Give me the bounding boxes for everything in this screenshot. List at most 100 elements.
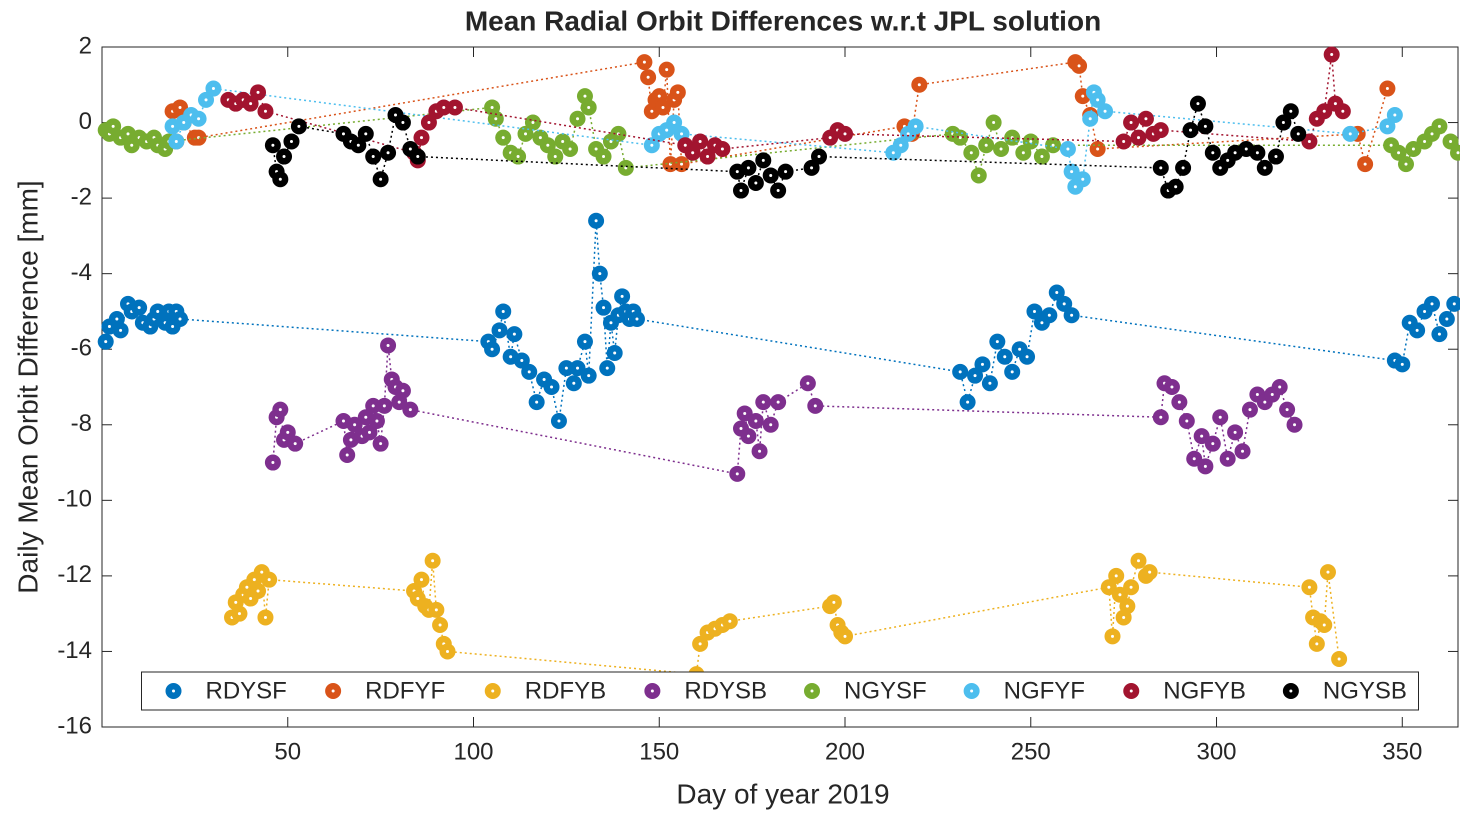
point-center: [1174, 185, 1178, 189]
point-center: [419, 136, 423, 140]
point-center: [817, 155, 821, 159]
point-center: [1456, 151, 1460, 155]
point-center: [1408, 321, 1412, 325]
point: [666, 114, 683, 131]
point-center: [516, 155, 520, 159]
point-center: [754, 419, 758, 423]
point-center: [1055, 291, 1059, 295]
point-center: [843, 634, 847, 638]
point-center: [249, 102, 253, 106]
point-center: [598, 272, 602, 276]
point: [1357, 156, 1374, 173]
point-center: [211, 87, 215, 91]
point-center: [490, 105, 494, 109]
point: [1130, 129, 1147, 146]
point-center: [1047, 313, 1051, 317]
point: [558, 360, 575, 377]
point-center: [980, 362, 984, 366]
point-center: [1211, 442, 1215, 446]
point-center: [832, 600, 836, 604]
point: [435, 99, 452, 116]
point: [339, 447, 356, 463]
point-center: [1393, 113, 1397, 117]
point-center: [1255, 151, 1259, 155]
point: [1152, 159, 1169, 176]
point-center: [665, 128, 669, 132]
point: [1137, 110, 1154, 127]
point: [1063, 307, 1080, 324]
point-center: [992, 121, 996, 125]
point: [1204, 144, 1221, 161]
point: [484, 341, 501, 358]
point-center: [1452, 302, 1456, 306]
point: [261, 571, 278, 588]
point: [811, 148, 828, 165]
point-center: [364, 415, 368, 419]
point: [376, 397, 393, 414]
point: [591, 265, 608, 282]
point: [1123, 114, 1140, 131]
point: [747, 413, 764, 429]
legend-label: NGFYB: [1163, 677, 1246, 704]
point: [1108, 567, 1125, 584]
point-center: [650, 109, 654, 113]
point: [413, 129, 430, 146]
point: [1071, 57, 1088, 74]
point: [1227, 424, 1244, 441]
y-tick-label: -10: [57, 486, 92, 513]
point-center: [501, 309, 505, 313]
point-center: [524, 132, 528, 136]
point-center: [1185, 419, 1189, 423]
point: [290, 118, 307, 135]
point-center: [620, 294, 624, 298]
point-center: [1040, 321, 1044, 325]
series-line: [272, 345, 1296, 475]
point: [1089, 141, 1106, 157]
point-center: [408, 147, 412, 151]
point-center: [605, 366, 609, 370]
legend-marker-center: [491, 689, 495, 693]
point: [198, 91, 215, 108]
point-center: [1148, 570, 1152, 574]
point: [576, 333, 593, 350]
point-center: [1070, 313, 1074, 317]
point-center: [356, 143, 360, 147]
point-center: [501, 136, 505, 140]
point: [361, 424, 378, 441]
point: [446, 99, 463, 116]
point-center: [769, 173, 773, 177]
point: [1026, 303, 1043, 320]
point-center: [1437, 332, 1441, 336]
point: [996, 348, 1013, 365]
point-center: [1296, 132, 1300, 136]
point: [112, 322, 129, 339]
point-center: [754, 181, 758, 185]
series-line: [105, 93, 1459, 179]
point-center: [1096, 98, 1100, 102]
point-center: [969, 151, 973, 155]
point-center: [498, 328, 502, 332]
point-center: [1330, 53, 1334, 57]
legend-label: RDFYB: [525, 677, 606, 704]
point-center: [171, 124, 175, 128]
point-center: [1404, 162, 1408, 166]
point: [1438, 311, 1455, 327]
point: [1152, 122, 1169, 139]
point: [770, 394, 787, 411]
point: [1308, 635, 1325, 652]
point-center: [761, 158, 765, 162]
point-center: [553, 155, 557, 159]
point-center: [1062, 302, 1066, 306]
point-center: [594, 219, 598, 223]
y-tick-label: -14: [57, 637, 92, 664]
point: [1119, 598, 1136, 615]
point-center: [1088, 117, 1092, 121]
point-center: [1159, 166, 1163, 170]
point: [1390, 144, 1407, 161]
point-center: [427, 121, 431, 125]
point-center: [906, 132, 910, 136]
point-center: [576, 366, 580, 370]
point: [168, 133, 185, 150]
point: [380, 144, 397, 161]
